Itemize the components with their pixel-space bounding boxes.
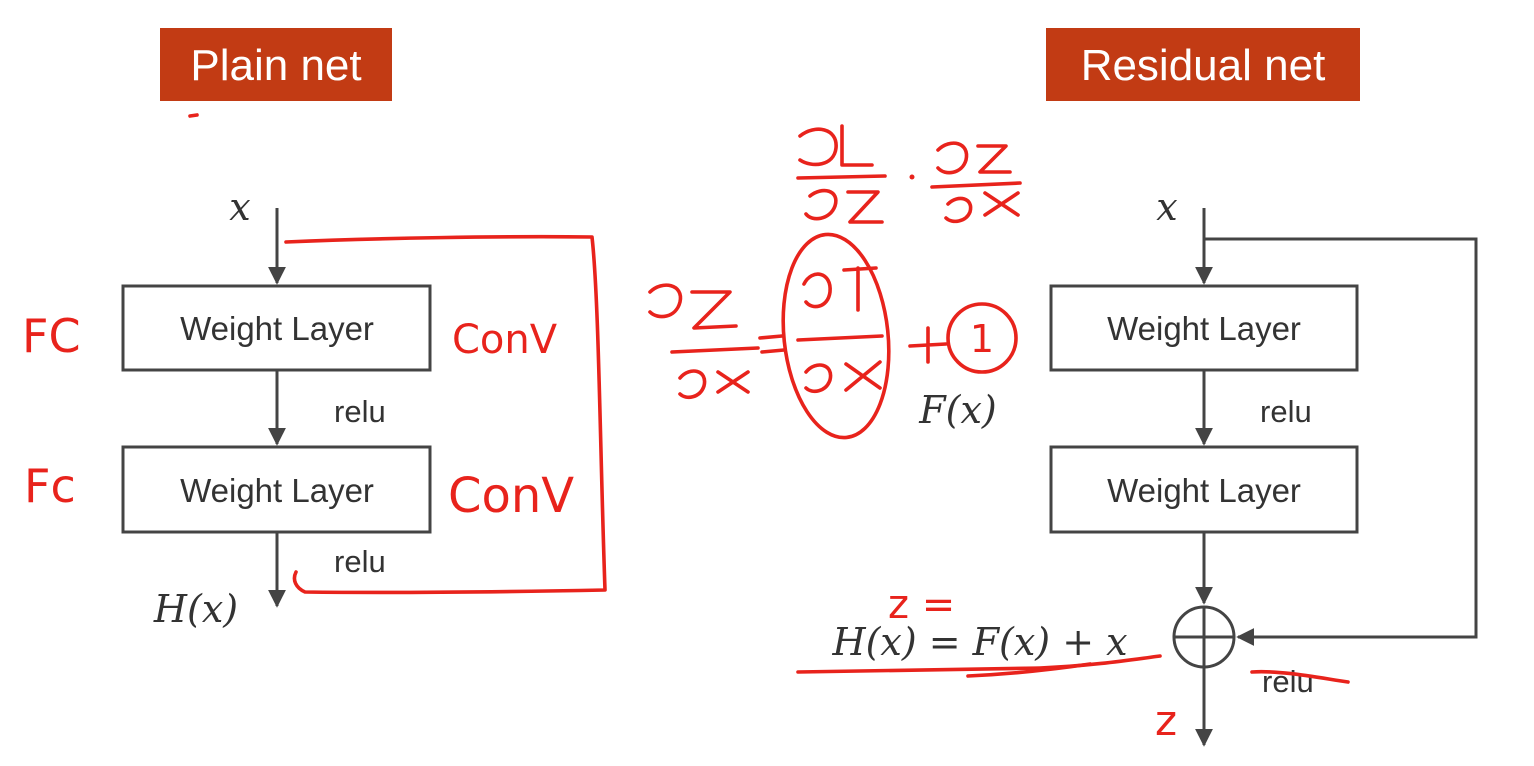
residual-input-label: x: [1156, 185, 1177, 229]
plain-output-label: H(x): [153, 587, 238, 631]
plain-net-title-text: Plain net: [190, 41, 361, 90]
residual-net-title-text: Residual net: [1081, 41, 1326, 90]
ink-chain-rule: [796, 124, 1022, 224]
handwritten-annotations: FC Fc ConV ConV: [22, 113, 1350, 745]
ink-fc-1: FC: [22, 309, 81, 363]
ink-tick: [188, 113, 199, 118]
ink-z-output: z: [1155, 696, 1177, 745]
residual-fx-label: F(x): [918, 388, 996, 432]
residual-weight-layer-1: [1049, 284, 1359, 372]
plain-net-diagram: x Weight Layer relu Weight Layer relu H(…: [121, 185, 432, 631]
residual-equation: H(x) = F(x) + x: [831, 620, 1127, 664]
residual-relu-1: relu: [1260, 394, 1312, 429]
ink-one: 1: [970, 317, 994, 361]
ink-z-equals: z =: [888, 582, 955, 628]
sum-node-icon: [1172, 605, 1236, 669]
ink-fc-2: Fc: [24, 459, 76, 513]
residual-weight-layer-1-label: Weight Layer: [1107, 310, 1301, 347]
residual-skip-connection: [1204, 237, 1478, 646]
ink-gradient-equation: 1: [648, 232, 1018, 440]
plain-relu-1: relu: [334, 394, 386, 429]
ink-conv-2: ConV: [448, 468, 574, 524]
plain-relu-2: relu: [334, 544, 386, 579]
residual-net-title: Residual net: [1046, 28, 1360, 101]
residual-weight-layer-2: [1049, 445, 1359, 534]
plain-net-title: Plain net: [160, 28, 392, 101]
residual-net-diagram: x Weight Layer relu Weight Layer relu F(…: [831, 185, 1478, 747]
residual-relu-out: relu: [1262, 664, 1314, 699]
ink-underline: [796, 654, 1162, 674]
plain-weight-layer-1-label: Weight Layer: [180, 310, 374, 347]
plain-input-label: x: [229, 185, 250, 229]
ink-underline-2: [966, 662, 1092, 678]
ink-loop-path: [284, 234, 607, 595]
residual-weight-layer-2-label: Weight Layer: [1107, 472, 1301, 509]
ink-relu-strike: [1250, 669, 1350, 684]
plain-weight-layer-2-label: Weight Layer: [180, 472, 374, 509]
ink-conv-1: ConV: [452, 317, 558, 363]
